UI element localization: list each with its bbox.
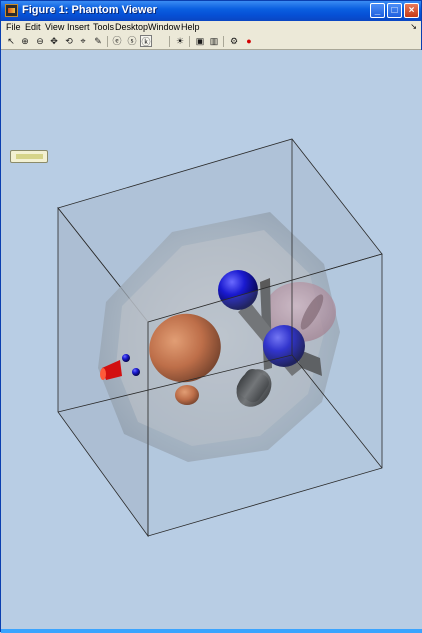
toolbar-separator <box>223 36 224 47</box>
brush-tool-icon[interactable]: ✎ <box>94 36 102 46</box>
camera-orbit-tool-icon[interactable]: ⓔ <box>112 36 122 46</box>
figure-canvas[interactable] <box>2 50 422 630</box>
stop-icon[interactable]: ● <box>246 36 252 46</box>
matlab-logo-icon[interactable] <box>5 4 18 17</box>
plot-tools-tool-icon[interactable]: ▥ <box>209 36 219 46</box>
small-blue-sphere <box>132 368 140 376</box>
zoom-in-tool-icon[interactable]: ⊕ <box>21 36 29 46</box>
plot-browser-tool-icon[interactable]: ⚙ <box>229 36 239 46</box>
pink-inner-ellipsoid <box>300 294 324 330</box>
red-cone-tip <box>100 368 106 380</box>
camera-dolly-tool-icon[interactable]: ⓚ <box>140 35 152 47</box>
toolbar-separator <box>169 36 170 47</box>
minimize-button[interactable]: _ <box>370 3 385 18</box>
menu-bar: File Edit View Insert Tools Desktop Wind… <box>1 21 421 35</box>
menu-desktop[interactable]: Desktop <box>115 22 149 32</box>
rotate-tool-icon[interactable]: ⟲ <box>65 36 73 46</box>
menu-window[interactable]: Window <box>148 22 181 32</box>
select-tool-icon[interactable]: ↖ <box>7 36 15 46</box>
light-tool-icon[interactable]: ☀ <box>175 36 185 46</box>
toolbar-separator <box>107 36 108 47</box>
zoom-out-tool-icon[interactable]: ⊖ <box>36 36 44 46</box>
close-button[interactable]: × <box>404 3 419 18</box>
pan-tool-icon[interactable]: ✥ <box>50 36 58 46</box>
title-bar[interactable]: Figure 1: Phantom Viewer _ □ × <box>1 1 421 21</box>
menu-tools[interactable]: Tools <box>93 22 115 32</box>
window-title: Figure 1: Phantom Viewer <box>22 4 157 16</box>
red-cone <box>102 360 122 380</box>
menu-file[interactable]: File <box>6 22 21 32</box>
camera-roll-tool-icon[interactable]: ⓢ <box>127 36 137 46</box>
menu-insert[interactable]: Insert <box>67 22 90 32</box>
orange-small-ellipsoid <box>175 385 199 405</box>
box-edge <box>291 354 383 469</box>
legend-swatch <box>16 154 43 159</box>
menu-edit[interactable]: Edit <box>25 22 41 32</box>
toolbar-separator <box>189 36 190 47</box>
maximize-button[interactable]: □ <box>387 3 402 18</box>
box-edge <box>57 354 293 413</box>
gray-cylinder-body <box>236 368 269 403</box>
legend-box[interactable] <box>10 150 48 163</box>
menubar-dock-arrow-icon[interactable]: ↘ <box>410 22 417 31</box>
menu-help[interactable]: Help <box>181 22 200 32</box>
menu-view[interactable]: View <box>45 22 65 32</box>
orange-ellipsoid <box>149 313 221 383</box>
data-cursor-tool-icon[interactable]: ⌖ <box>80 36 86 46</box>
blue-sphere <box>263 325 305 367</box>
projection-tool-icon[interactable]: ▣ <box>195 36 205 46</box>
figure-toolbar: ↖ ⊕ ⊖ ✥ ⟲ ⌖ ✎ ⓔ ⓢ ⓚ ☀ ▣ ▥ ⚙ ● <box>1 35 421 50</box>
taskbar-edge <box>1 629 422 633</box>
blue-sphere <box>218 270 258 310</box>
inner-ellipsoid <box>116 230 324 446</box>
phantom-3d-scene[interactable] <box>2 50 422 630</box>
small-blue-sphere <box>122 354 130 362</box>
